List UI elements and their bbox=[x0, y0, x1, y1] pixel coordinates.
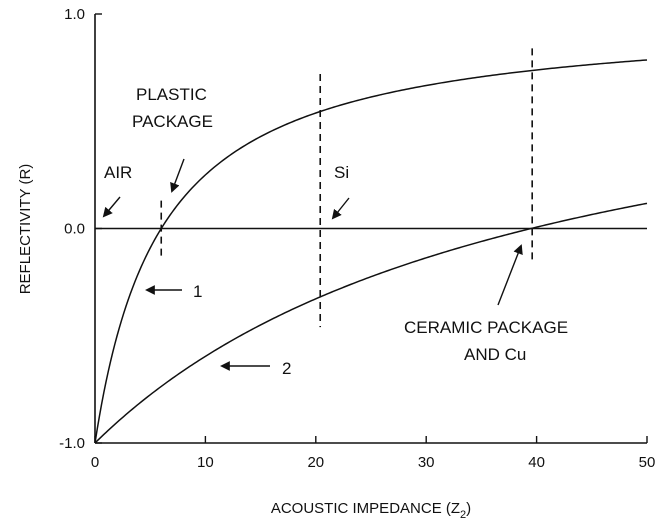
ceramic-label-line1: CERAMIC PACKAGE bbox=[404, 318, 568, 337]
y-tick-label: 0.0 bbox=[64, 221, 85, 238]
ceramic-label-line2: AND Cu bbox=[464, 345, 526, 364]
air-arrow bbox=[102, 196, 121, 218]
y-axis-title: REFLECTIVITY (R) bbox=[17, 164, 34, 295]
curve-1-label: 1 bbox=[193, 282, 202, 301]
plastic-label-line1: PLASTIC bbox=[136, 85, 207, 104]
curve-2-label: 2 bbox=[282, 359, 291, 378]
x-tick-label: 0 bbox=[91, 454, 99, 471]
curve-2 bbox=[94, 202, 648, 444]
si-arrow bbox=[331, 197, 350, 220]
y-tick-label: 1.0 bbox=[64, 6, 85, 23]
curve-1 bbox=[94, 59, 648, 444]
si-label: Si bbox=[334, 163, 349, 182]
x-tick-label: 30 bbox=[418, 454, 435, 471]
plastic-label-line2: PACKAGE bbox=[132, 112, 213, 131]
ceramic-arrow bbox=[497, 244, 523, 306]
axis-ticks: 0 10 20 30 40 50 -1.0 0.0 1.0 bbox=[59, 6, 655, 471]
x-tick-label: 50 bbox=[639, 454, 656, 471]
x-tick-label: 40 bbox=[528, 454, 545, 471]
y-tick-label: -1.0 bbox=[59, 435, 85, 452]
plastic-arrow bbox=[170, 158, 185, 193]
x-tick-label: 20 bbox=[307, 454, 324, 471]
x-axis-title: ACOUSTIC IMPEDANCE (Z2) bbox=[271, 500, 471, 521]
curves bbox=[94, 59, 648, 444]
x-tick-label: 10 bbox=[197, 454, 214, 471]
air-label: AIR bbox=[104, 163, 132, 182]
